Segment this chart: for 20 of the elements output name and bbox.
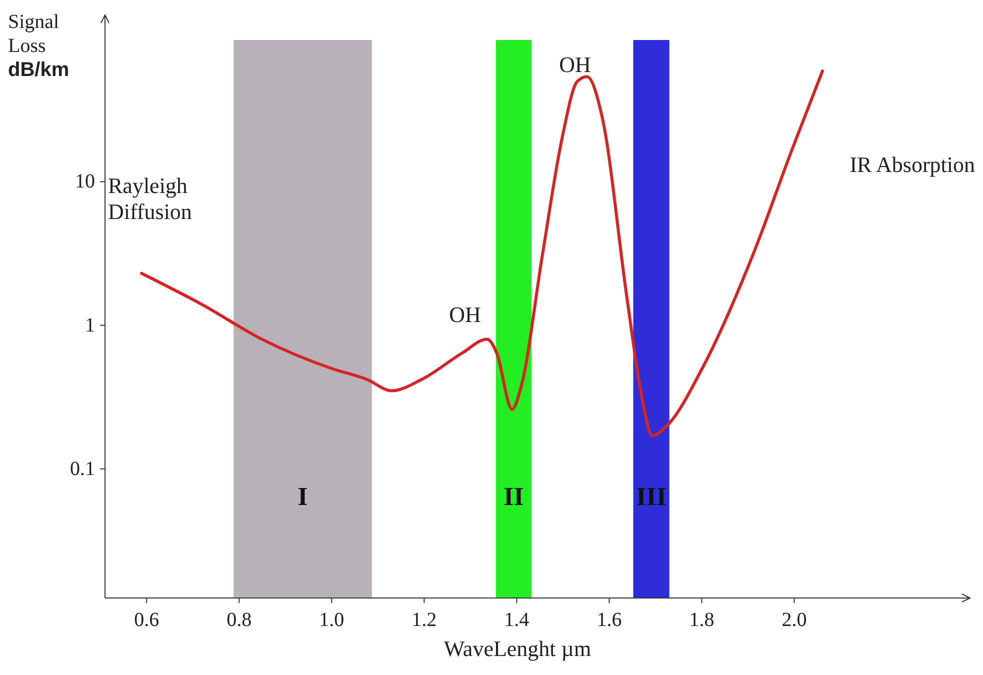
annotation: OH [559, 52, 591, 77]
x-tick-label: 1.4 [504, 609, 530, 631]
x-tick-label: 1.6 [596, 609, 622, 631]
band-label: III [636, 482, 666, 511]
x-tick-label: 0.6 [134, 609, 160, 631]
y-tick-label: 0.1 [70, 458, 95, 480]
annotation: IR Absorption [850, 152, 975, 177]
x-tick-label: 1.8 [689, 609, 714, 631]
x-tick-label: 1.2 [412, 609, 437, 631]
y-tick-label: 1 [85, 314, 95, 336]
band-label: II [504, 482, 524, 511]
x-tick-label: 2.0 [782, 609, 807, 631]
annotation: Rayleigh Diffusion [108, 173, 192, 224]
x-tick-label: 0.8 [226, 609, 252, 631]
x-axis-title: WaveLenght µm [444, 636, 592, 661]
band-label: I [298, 482, 308, 511]
annotation: OH [449, 302, 481, 327]
y-axis-title: Signal Loss dB/km [8, 11, 70, 81]
y-tick-label: 10 [75, 170, 95, 193]
x-tick-label: 1.0 [319, 609, 344, 631]
